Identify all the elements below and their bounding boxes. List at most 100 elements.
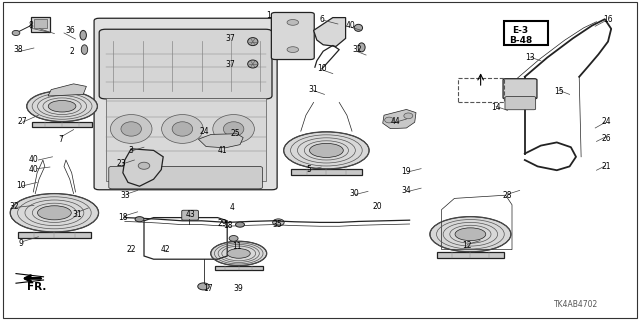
Text: 20: 20 bbox=[372, 202, 383, 211]
Text: 35: 35 bbox=[272, 220, 282, 229]
Bar bbox=[215, 266, 263, 270]
Ellipse shape bbox=[223, 122, 244, 136]
Text: 18: 18 bbox=[223, 221, 232, 230]
Text: 34: 34 bbox=[401, 186, 412, 195]
Polygon shape bbox=[123, 149, 163, 186]
Ellipse shape bbox=[385, 117, 394, 123]
Ellipse shape bbox=[10, 194, 99, 232]
Text: E-3: E-3 bbox=[512, 26, 528, 35]
Text: 6: 6 bbox=[319, 15, 324, 24]
Ellipse shape bbox=[12, 30, 20, 36]
Text: 5: 5 bbox=[306, 165, 311, 174]
FancyBboxPatch shape bbox=[505, 97, 536, 110]
Text: FR.: FR. bbox=[28, 282, 47, 292]
Ellipse shape bbox=[355, 24, 363, 31]
Text: B-48: B-48 bbox=[509, 36, 532, 45]
Ellipse shape bbox=[135, 217, 144, 222]
Text: 7: 7 bbox=[58, 135, 63, 144]
Polygon shape bbox=[198, 134, 243, 148]
Text: 16: 16 bbox=[603, 15, 613, 24]
Polygon shape bbox=[48, 84, 86, 96]
Text: 2: 2 bbox=[69, 47, 74, 56]
Ellipse shape bbox=[287, 20, 298, 25]
Bar bbox=[18, 232, 92, 238]
Text: 24: 24 bbox=[602, 117, 612, 126]
Text: 33: 33 bbox=[120, 191, 130, 200]
FancyBboxPatch shape bbox=[271, 12, 314, 60]
Text: 42: 42 bbox=[160, 245, 170, 254]
Text: 25: 25 bbox=[230, 129, 240, 138]
Text: 27: 27 bbox=[17, 117, 28, 126]
Text: 12: 12 bbox=[463, 241, 472, 250]
Text: 31: 31 bbox=[308, 85, 319, 94]
Text: 1: 1 bbox=[266, 12, 271, 20]
Bar bbox=[437, 252, 504, 258]
FancyBboxPatch shape bbox=[503, 79, 537, 99]
Ellipse shape bbox=[212, 115, 255, 143]
FancyBboxPatch shape bbox=[109, 166, 262, 189]
Text: 32: 32 bbox=[9, 202, 19, 211]
FancyBboxPatch shape bbox=[31, 17, 50, 32]
Polygon shape bbox=[383, 109, 416, 129]
Text: TK4AB4702: TK4AB4702 bbox=[554, 300, 598, 309]
Text: 14: 14 bbox=[491, 103, 501, 112]
Ellipse shape bbox=[404, 113, 413, 119]
Text: 29: 29 bbox=[218, 220, 228, 228]
Ellipse shape bbox=[80, 30, 86, 40]
Ellipse shape bbox=[81, 45, 88, 54]
Ellipse shape bbox=[121, 122, 141, 136]
Text: 38: 38 bbox=[13, 45, 23, 54]
Bar bbox=[32, 122, 93, 127]
Ellipse shape bbox=[455, 228, 486, 241]
Ellipse shape bbox=[248, 60, 258, 68]
Text: 22: 22 bbox=[127, 245, 136, 254]
FancyBboxPatch shape bbox=[34, 19, 47, 28]
Text: 24: 24 bbox=[200, 127, 210, 136]
Ellipse shape bbox=[236, 222, 244, 227]
Text: 11: 11 bbox=[232, 242, 241, 251]
Ellipse shape bbox=[310, 143, 343, 157]
Ellipse shape bbox=[284, 132, 369, 169]
Text: 10: 10 bbox=[16, 181, 26, 190]
Text: 9: 9 bbox=[19, 239, 24, 248]
Text: 4: 4 bbox=[230, 204, 235, 212]
Text: 23: 23 bbox=[116, 159, 127, 168]
Text: 40: 40 bbox=[346, 21, 356, 30]
Text: 36: 36 bbox=[65, 26, 76, 35]
Bar bbox=[106, 98, 266, 181]
Bar bbox=[504, 21, 548, 45]
Ellipse shape bbox=[358, 43, 365, 52]
Ellipse shape bbox=[162, 115, 204, 143]
Ellipse shape bbox=[138, 162, 150, 169]
Text: 43: 43 bbox=[185, 210, 195, 219]
Text: 3: 3 bbox=[129, 146, 134, 155]
Ellipse shape bbox=[211, 241, 267, 266]
Ellipse shape bbox=[172, 122, 193, 136]
Text: 40: 40 bbox=[28, 156, 38, 164]
Text: 41: 41 bbox=[218, 146, 228, 155]
Text: 15: 15 bbox=[554, 87, 564, 96]
Text: 30: 30 bbox=[349, 189, 359, 198]
Bar bbox=[291, 169, 362, 175]
Ellipse shape bbox=[227, 249, 250, 258]
Text: 19: 19 bbox=[401, 167, 412, 176]
Text: 17: 17 bbox=[203, 284, 213, 293]
Ellipse shape bbox=[287, 47, 298, 52]
Ellipse shape bbox=[229, 236, 238, 241]
Text: 13: 13 bbox=[525, 53, 535, 62]
Ellipse shape bbox=[248, 38, 258, 46]
Text: 18: 18 bbox=[118, 213, 127, 222]
Ellipse shape bbox=[430, 217, 511, 252]
Text: 39: 39 bbox=[234, 284, 244, 293]
Polygon shape bbox=[314, 18, 346, 46]
FancyBboxPatch shape bbox=[99, 29, 272, 99]
FancyBboxPatch shape bbox=[182, 210, 198, 220]
Bar bbox=[458, 78, 504, 102]
Ellipse shape bbox=[38, 206, 71, 220]
Ellipse shape bbox=[111, 115, 152, 143]
Ellipse shape bbox=[27, 91, 97, 122]
Ellipse shape bbox=[48, 100, 76, 112]
Text: 10: 10 bbox=[317, 64, 327, 73]
Text: 37: 37 bbox=[225, 34, 236, 43]
Text: 26: 26 bbox=[602, 134, 612, 143]
